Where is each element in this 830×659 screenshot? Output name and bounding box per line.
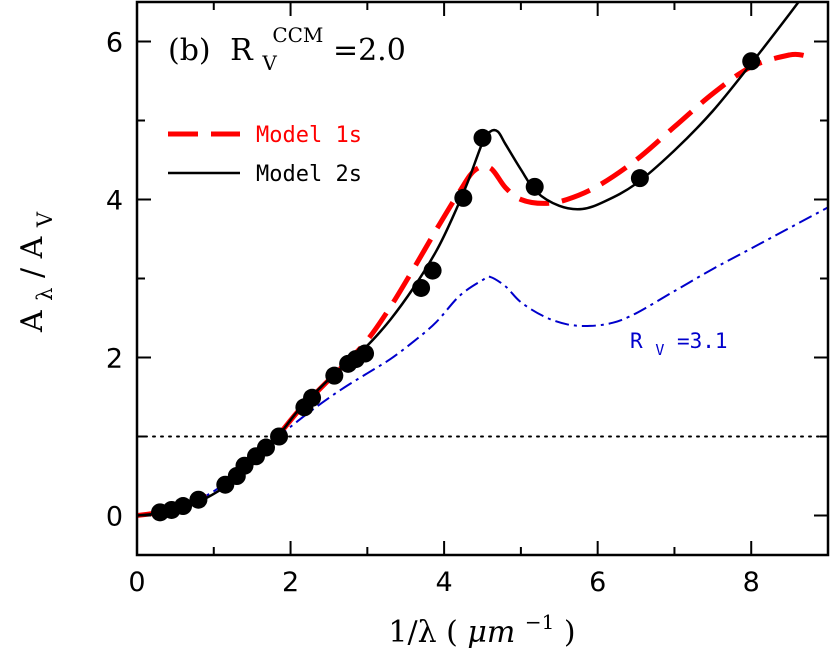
series-line-model-2s (137, 2, 801, 517)
data-point (473, 128, 492, 147)
data-point (256, 438, 275, 457)
y-axis-title-sub1: λ (33, 288, 57, 301)
data-point (189, 490, 208, 509)
y-axis-title-slash: / (15, 267, 50, 278)
rv-symbol: R (230, 33, 254, 68)
rv-subscript: V (261, 51, 277, 75)
x-tick-label: 0 (128, 567, 145, 598)
plot-frame (135, 0, 830, 557)
rv31-subscript: V (655, 341, 664, 359)
y-tick-label: 0 (106, 502, 123, 533)
x-tick-labels: 0 2 4 6 8 (128, 567, 759, 598)
y-tick-labels: 0 2 4 6 (106, 28, 123, 533)
x-tick-label: 8 (743, 567, 760, 598)
legend-label-model-1s: Model 1s (256, 123, 362, 148)
rv31-curve-label: R V =3.1 (630, 329, 728, 360)
y-axis-title-sub2: V (33, 211, 57, 228)
x-axis-title-suffix: ) (564, 615, 576, 650)
data-point (742, 52, 761, 71)
rv-value: =2.0 (333, 33, 406, 68)
y-tick-label: 2 (106, 344, 123, 375)
data-point (303, 388, 322, 407)
x-tick-label: 2 (282, 567, 299, 598)
panel-annotation: (b) R V CCM =2.0 (168, 15, 406, 78)
data-point (454, 188, 473, 207)
x-axis-title: 1/λ ( μm −1 ) (388, 602, 575, 650)
legend-label-model-2s: Model 2s (256, 162, 362, 187)
data-point (270, 427, 289, 446)
y-axis-title-a2: A (15, 236, 50, 259)
series-line-model-1s (137, 51, 806, 518)
rv31-value: =3.1 (677, 329, 728, 353)
data-point (356, 344, 375, 363)
y-tick-label: 4 (106, 186, 123, 217)
legend: Model 1s Model 2s (168, 123, 362, 187)
data-point (174, 497, 193, 516)
y-tick-label: 6 (106, 28, 123, 59)
data-layer (137, 2, 828, 522)
x-tick-label: 6 (589, 567, 606, 598)
data-point (423, 261, 442, 280)
rv31-symbol: R (630, 329, 643, 353)
x-tick-label: 4 (436, 567, 453, 598)
x-axis-title-prefix: 1/λ ( (388, 615, 457, 650)
y-axis-title: A λ / A V (15, 211, 60, 333)
rv-superscript: CCM (272, 23, 323, 47)
y-axis-title-a1: A (15, 310, 50, 333)
x-axis-title-unit: μm (467, 615, 515, 650)
data-point (325, 366, 344, 385)
plot-area (137, 2, 828, 522)
data-point (630, 169, 649, 188)
data-point (412, 278, 431, 297)
panel-label: (b) (168, 33, 211, 68)
data-point (525, 177, 544, 196)
x-axis-title-exponent: −1 (525, 610, 554, 634)
